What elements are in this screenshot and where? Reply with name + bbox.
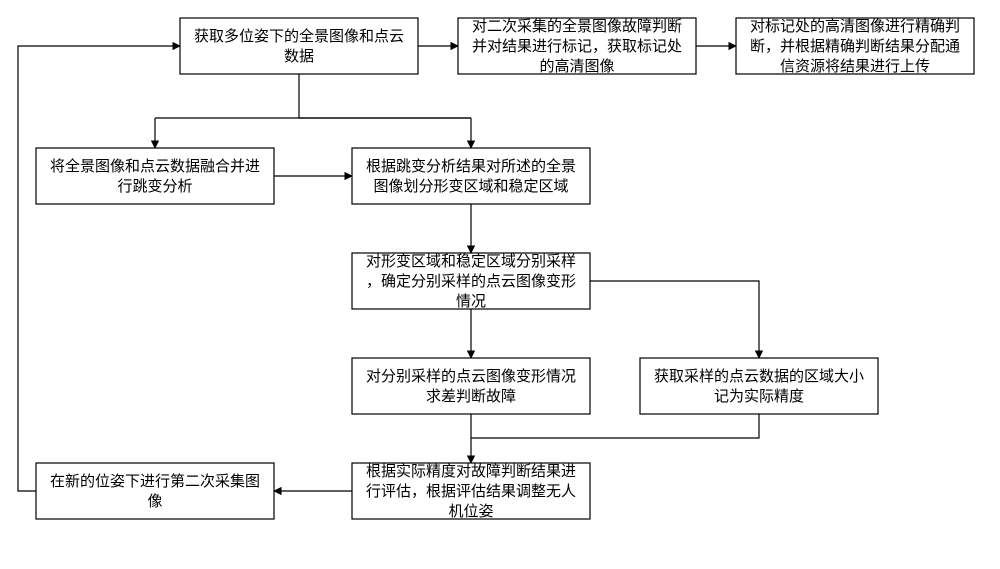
flow-node-n8: 获取采样的点云数据的区域大小记为实际精度 [640,358,878,414]
node-text-line: 对分别采样的点云图像变形情况 [366,368,576,385]
node-text-line: 根据实际精度对故障判断结果进 [366,462,576,480]
node-text-line: 对二次采集的全景图像故障判断 [472,17,682,35]
flow-node-n9: 根据实际精度对故障判断结果进行评估，根据评估结果调整无人机位姿 [352,462,590,520]
node-text-line: 求差判断故障 [426,387,516,405]
node-text-line: 行评估，根据评估结果调整无人 [366,483,576,500]
flow-node-n1: 获取多位姿下的全景图像和点云数据 [180,18,418,74]
node-text-line: 对形变区域和稳定区域分别采样 [366,253,576,270]
edge [18,46,180,491]
node-text-line: ，确定分别采样的点云图像变形 [366,273,576,290]
edge [590,281,759,358]
nodes: 获取多位姿下的全景图像和点云数据对二次采集的全景图像故障判断并对结果进行标记，获… [36,17,974,520]
node-text-line: 将全景图像和点云数据融合并进 [50,157,260,175]
node-text-line: 数据 [284,48,314,65]
flow-node-n5: 根据跳变分析结果对所述的全景图像划分形变区域和稳定区域 [352,148,590,204]
node-text-line: 根据跳变分析结果对所述的全景 [366,157,576,175]
node-text-line: 情况 [456,293,486,310]
flow-node-n4: 将全景图像和点云数据融合并进行跳变分析 [36,148,274,204]
flow-node-n7: 对分别采样的点云图像变形情况求差判断故障 [352,358,590,414]
edge [471,414,759,438]
node-box [36,148,274,204]
node-text-line: 并对结果进行标记，获取标记处 [472,38,682,55]
node-text-line: 信资源将结果进行上传 [780,58,930,75]
node-text-line: 对标记处的高清图像进行精确判 [750,18,960,35]
node-text-line: 记为实际精度 [714,388,804,405]
flow-node-n2: 对二次采集的全景图像故障判断并对结果进行标记，获取标记处的高清图像 [458,17,696,75]
node-text-line: 断，并根据精确判断结果分配通 [750,38,960,55]
node-box [640,358,878,414]
flowchart-diagram: 获取多位姿下的全景图像和点云数据对二次采集的全景图像故障判断并对结果进行标记，获… [0,0,1000,569]
node-text-line: 获取多位姿下的全景图像和点云 [194,27,404,45]
edge [299,74,471,118]
flow-node-n10: 在新的位姿下进行第二次采集图像 [36,463,274,519]
node-box [352,148,590,204]
node-box [180,18,418,74]
node-text-line: 在新的位姿下进行第二次采集图 [50,472,260,490]
node-text-line: 机位姿 [448,503,493,520]
node-box [36,463,274,519]
node-text-line: 像 [147,493,162,510]
flow-node-n6: 对形变区域和稳定区域分别采样 ，确定分别采样的点云图像变形情况 [352,253,590,310]
node-text-line: 图像划分形变区域和稳定区域 [373,178,568,195]
node-text-line: 获取采样的点云数据的区域大小 [654,368,864,385]
node-text-line: 行跳变分析 [117,178,192,195]
node-text-line: 的高清图像 [539,58,614,75]
node-box [352,358,590,414]
flow-node-n3: 对标记处的高清图像进行精确判断，并根据精确判断结果分配通信资源将结果进行上传 [736,18,974,75]
